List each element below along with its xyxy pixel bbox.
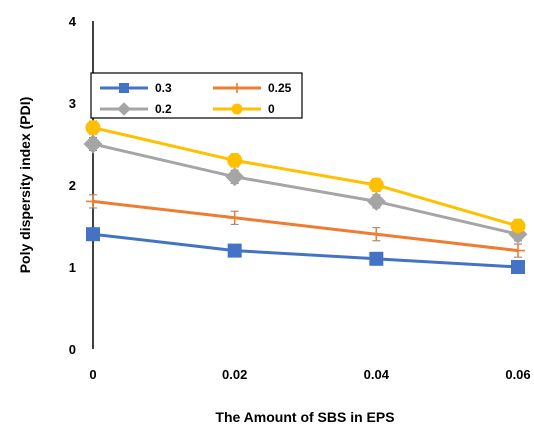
legend-item: 0 [213, 102, 275, 116]
legend-label: 0.25 [268, 81, 292, 95]
marker-square [227, 243, 242, 258]
x-tick-label: 0 [89, 367, 96, 382]
legend-item: 0.2 [100, 102, 172, 116]
y-axis-title: Poly dispersity index (PDI) [17, 97, 33, 274]
x-tick-label: 0.04 [364, 367, 390, 382]
x-tick-label: 0.06 [505, 367, 530, 382]
marker-plus [86, 194, 100, 209]
legend-label: 0.2 [155, 102, 172, 116]
marker-circle [368, 177, 384, 193]
marker-diamond [225, 167, 245, 187]
y-tick-label: 4 [69, 14, 77, 29]
legend-item: 0.3 [100, 81, 172, 95]
marker-square [511, 260, 525, 274]
series-line [92, 199, 519, 253]
series-layer [83, 120, 528, 274]
marker-plus [227, 210, 242, 225]
axes: 0 1 2 3 4 0 0.02 0.04 0.06 [69, 14, 531, 382]
series-line [92, 126, 519, 228]
marker-diamond [366, 191, 386, 211]
y-tick-label: 2 [69, 178, 76, 193]
x-tick-label: 0.02 [222, 367, 247, 382]
marker-plus [511, 243, 525, 258]
series-0.25 [86, 194, 525, 258]
series-0.2 [83, 134, 528, 244]
series-0 [85, 120, 526, 234]
series-line [92, 142, 519, 236]
marker-plus [369, 227, 384, 242]
x-axis-title: The Amount of SBS in EPS [215, 409, 394, 425]
marker-circle [510, 218, 526, 234]
marker-square [119, 83, 129, 93]
marker-circle [227, 152, 243, 168]
marker-square [369, 251, 384, 266]
legend-label: 0 [268, 102, 275, 116]
series-0.3 [86, 227, 525, 274]
marker-diamond [83, 134, 103, 154]
y-tick-label: 0 [69, 342, 76, 357]
marker-diamond [117, 102, 131, 116]
legend: 0.3 0.25 0.2 0 [90, 72, 303, 119]
marker-square [86, 227, 100, 242]
legend-label: 0.3 [155, 81, 172, 95]
series-line [92, 232, 519, 269]
y-tick-label: 3 [69, 96, 76, 111]
marker-circle [231, 103, 243, 115]
legend-item: 0.25 [213, 81, 292, 95]
marker-plus [232, 83, 242, 93]
y-tick-label: 1 [69, 260, 76, 275]
marker-circle [85, 120, 101, 136]
